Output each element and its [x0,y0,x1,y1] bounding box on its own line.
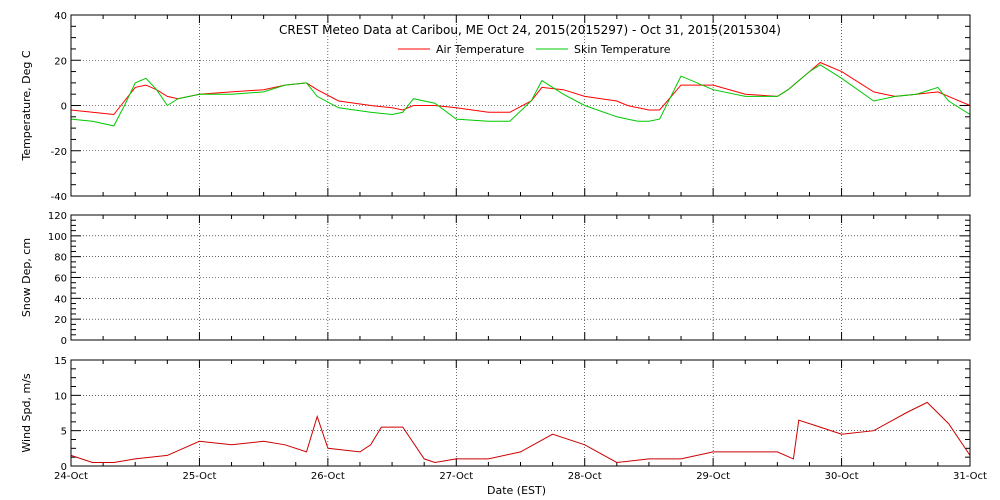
panel-2: 0 20 40 60 80 100 120 Snow Dep, cm [20,211,971,347]
legend: Air Temperature Skin Temperature [398,43,671,56]
panel-3: 0 5 10 15 Wind Spd, m/s 24-Oct 25-Oct 26-Oct 27-… [20,356,987,497]
series-line-wind-speed [70,401,971,464]
y-tick-label: -20 [51,147,67,158]
y-tick-label: 10 [54,391,67,402]
x-tick-label: 30-Oct [825,471,859,482]
y-tick-label: 80 [54,253,67,264]
plot-frame [70,214,971,341]
panels-layer: -40 -20 0 20 40 Temperature, Deg C CREST Meteo… [20,11,987,497]
chart-title: CREST Meteo Data at Caribou, ME Oct 24, … [279,23,781,37]
y-tick-label: 40 [54,294,67,305]
plot-frame [70,14,971,197]
x-tick-label: 29-Oct [696,471,730,482]
legend-label: Air Temperature [436,43,525,56]
x-tick-label: 27-Oct [439,471,473,482]
series-line-skin-temperature [70,64,971,127]
legend-label: Skin Temperature [574,43,671,56]
x-tick-label: 24-Oct [54,471,88,482]
y-tick-label: 20 [54,315,67,326]
y-tick-label: 0 [61,336,67,347]
y-axis-title: Wind Spd, m/s [20,373,33,453]
y-tick-label: 60 [54,274,67,285]
x-tick-label: 25-Oct [182,471,216,482]
y-tick-label: -40 [51,192,67,203]
y-tick-label: 20 [54,56,67,67]
plot-frame [70,359,971,467]
y-tick-label: 120 [48,211,67,222]
x-axis-title: Date (EST) [487,484,546,497]
y-tick-label: 15 [54,356,67,367]
y-tick-label: 0 [61,102,67,113]
y-axis-title: Temperature, Deg C [20,50,33,161]
y-tick-label: 100 [48,232,67,243]
x-tick-label: 28-Oct [568,471,602,482]
y-tick-label: 5 [61,427,67,438]
panel-1: -40 -20 0 20 40 Temperature, Deg C CREST Meteo… [20,11,971,203]
y-axis-title: Snow Dep, cm [20,238,33,317]
x-tick-label: 31-Oct [953,471,987,482]
y-tick-label: 0 [61,462,67,473]
x-tick-label: 26-Oct [311,471,345,482]
y-tick-label: 40 [54,11,67,22]
